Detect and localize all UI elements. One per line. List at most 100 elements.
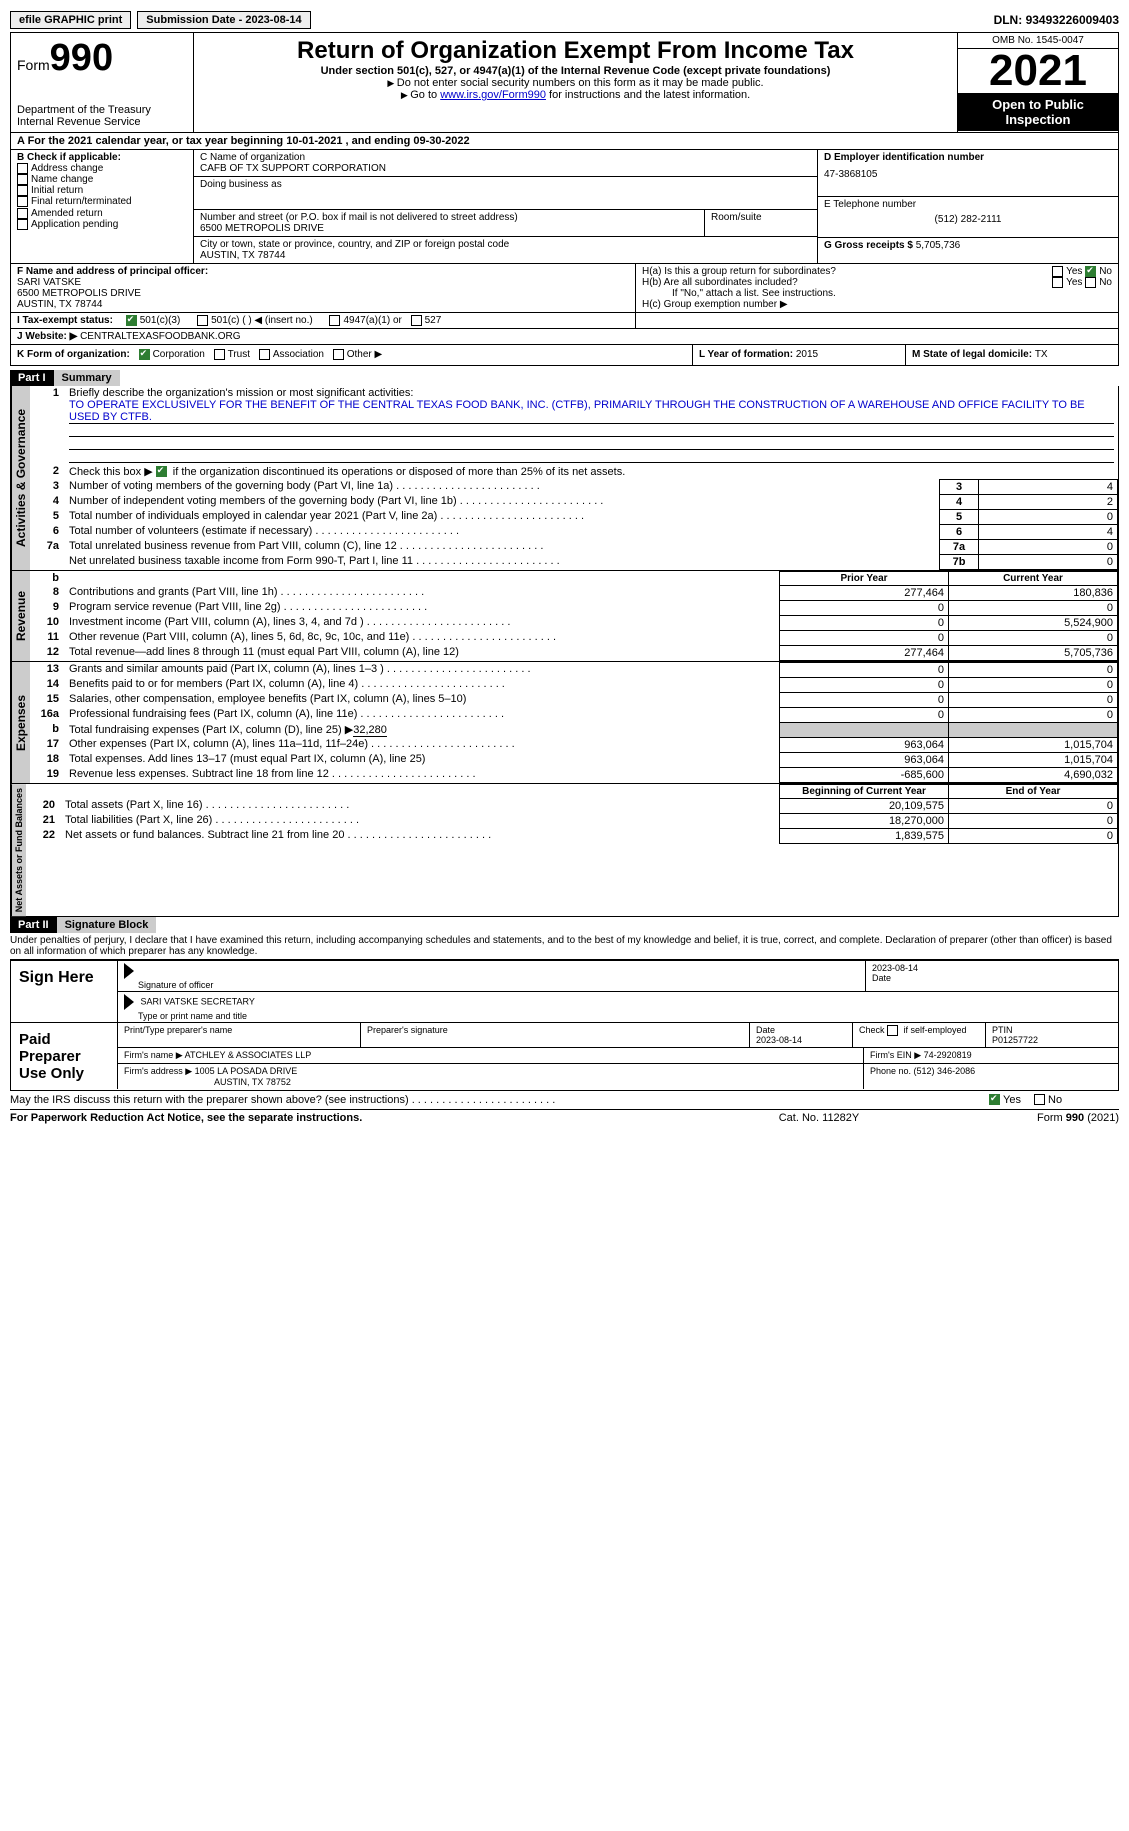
label-yes-2: Yes [1066,277,1082,288]
checkbox-final-return[interactable] [17,196,28,207]
checkbox-corp[interactable] [139,349,150,360]
row-14-prior: 0 [780,677,949,692]
label-no-2: No [1099,277,1112,288]
row-20-eoy: 0 [949,798,1118,813]
checkbox-address-change[interactable] [17,163,28,174]
tax-status-label: I Tax-exempt status: [17,315,113,326]
row-11-curr: 0 [949,630,1118,645]
dept-irs: Internal Revenue Service [17,116,187,128]
row-9-prior: 0 [780,600,949,615]
checkbox-hb-yes[interactable] [1052,277,1063,288]
paid-preparer-label: Paid Preparer Use Only [11,1023,117,1090]
checkbox-ha-no[interactable] [1085,266,1096,277]
checkbox-527[interactable] [411,315,422,326]
officer-addr1: 6500 METROPOLIS DRIVE [17,288,629,299]
checkbox-self-employed[interactable] [887,1025,898,1036]
row-3-value: 4 [979,479,1118,494]
irs-link[interactable]: www.irs.gov/Form990 [440,89,546,101]
section-d: D Employer identification number 47-3868… [817,150,1118,263]
row-16a-curr: 0 [949,707,1118,722]
checkbox-4947[interactable] [329,315,340,326]
label-no: No [1099,266,1112,277]
part-2-title: Signature Block [57,917,157,933]
row-8-text: Contributions and grants (Part VIII, lin… [69,586,278,598]
submission-date-button[interactable]: Submission Date - 2023-08-14 [137,11,310,29]
website-label: J Website: ▶ [17,331,80,342]
sign-here-label: Sign Here [11,961,117,1022]
checkbox-hb-no[interactable] [1085,277,1096,288]
row-15-curr: 0 [949,692,1118,707]
row-4-text: Number of independent voting members of … [69,495,457,507]
dln-value: 93493226009403 [1026,13,1119,27]
officer-name: SARI VATSKE [17,277,629,288]
self-employed-text: Check [859,1025,887,1035]
officer-label: F Name and address of principal officer: [17,266,629,277]
tax-year-begin: 10-01-2021 [286,135,342,147]
label-discuss-yes: Yes [1003,1094,1021,1106]
phone-value: (512) 282-2111 [824,210,1112,225]
checkbox-discontinued[interactable] [156,466,167,477]
row-7b-text: Net unrelated business taxable income fr… [69,555,413,567]
firm-ein-label: Firm's EIN ▶ [870,1050,924,1060]
checkbox-discuss-no[interactable] [1034,1094,1045,1105]
form-subtitle: Under section 501(c), 527, or 4947(a)(1)… [200,65,951,77]
row-21-text: Total liabilities (Part X, line 26) [65,814,212,826]
row-13-curr: 0 [949,662,1118,677]
section-b: B Check if applicable: Address change Na… [11,150,194,263]
col-eoy: End of Year [949,784,1118,798]
row-18-prior: 963,064 [780,752,949,767]
row-10-curr: 5,524,900 [949,615,1118,630]
ptin-label: PTIN [992,1025,1013,1035]
form-title: Return of Organization Exempt From Incom… [200,37,951,65]
org-name-label: C Name of organization [200,152,811,163]
section-fh: F Name and address of principal officer:… [10,264,1119,313]
paid-preparer-block: Paid Preparer Use Only Print/Type prepar… [10,1023,1119,1091]
col-prior-year: Prior Year [780,571,949,585]
checkbox-name-change[interactable] [17,174,28,185]
tax-year-end: 09-30-2022 [413,135,469,147]
label-4947: 4947(a)(1) or [343,315,401,326]
checkbox-other[interactable] [333,349,344,360]
checkbox-501c[interactable] [197,315,208,326]
label-501c: 501(c) ( ) ◀ (insert no.) [211,315,313,326]
tax-year: 2021 [958,49,1118,93]
hint-ssn: Do not enter social security numbers on … [200,77,951,89]
firm-name-label: Firm's name ▶ [124,1050,185,1060]
checkbox-initial-return[interactable] [17,185,28,196]
city-value: AUSTIN, TX 78744 [200,250,811,261]
section-i: I Tax-exempt status: 501(c)(3) 501(c) ( … [10,313,1119,329]
city-field: City or town, state or province, country… [194,237,817,263]
form-org-label: K Form of organization: [17,350,130,361]
hint-goto: Go to www.irs.gov/Form990 for instructio… [200,89,951,101]
row-12-prior: 277,464 [780,645,949,660]
state-domicile-label: M State of legal domicile: [912,349,1035,360]
row-20-text: Total assets (Part X, line 16) [65,799,203,811]
street-field: Number and street (or P.O. box if mail i… [194,210,704,237]
checkbox-assoc[interactable] [259,349,270,360]
part-1-header: Part ISummary [10,370,1119,386]
checkbox-ha-yes[interactable] [1052,266,1063,277]
footer-left: For Paperwork Reduction Act Notice, see … [10,1112,719,1124]
efile-button[interactable]: efile GRAPHIC print [10,11,131,29]
row-4-value: 2 [979,494,1118,509]
dln: DLN: 93493226009403 [994,13,1119,27]
net-assets-section: Net Assets or Fund Balances Beginning of… [10,784,1119,917]
checkbox-501c3[interactable] [126,315,137,326]
checkbox-amended-return[interactable] [17,208,28,219]
checkbox-discuss-yes[interactable] [989,1094,1000,1105]
line-a-mid: , and ending [342,135,413,147]
label-trust: Trust [228,350,250,361]
row-9-curr: 0 [949,600,1118,615]
org-name-field: C Name of organization CAFB OF TX SUPPOR… [194,150,817,177]
col-current-year: Current Year [949,571,1118,585]
expenses-section: Expenses 13Grants and similar amounts pa… [10,662,1119,784]
footer-right: Form 990 (2021) [919,1112,1119,1124]
row-18-curr: 1,015,704 [949,752,1118,767]
checkbox-trust[interactable] [214,349,225,360]
sign-here-block: Sign Here Signature of officer 2023-08-1… [10,960,1119,1023]
firm-addr1: 1005 LA POSADA DRIVE [195,1066,298,1076]
checkbox-application-pending[interactable] [17,219,28,230]
row-7b-value: 0 [979,554,1118,569]
q2-text: Check this box ▶ [69,466,156,478]
row-17-prior: 963,064 [780,737,949,752]
